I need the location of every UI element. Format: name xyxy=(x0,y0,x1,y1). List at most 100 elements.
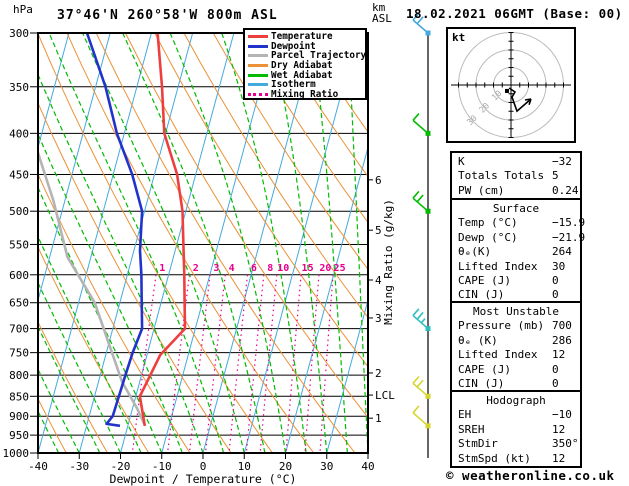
index-label: CIN (J) xyxy=(458,377,505,391)
wet-adiabat-line xyxy=(38,325,101,453)
index-row: CAPE (J) 0 xyxy=(452,363,580,377)
index-row: Pressure (mb) 700 xyxy=(452,319,580,333)
legend-label: Mixing Ratio xyxy=(271,88,339,100)
index-value: −15.9 xyxy=(552,216,586,230)
wind-barb-staff xyxy=(412,119,429,134)
km-tick-label: 3 xyxy=(375,312,382,325)
index-label: SREH xyxy=(458,422,485,436)
wind-barb-staff xyxy=(412,197,429,212)
index-label: CIN (J) xyxy=(458,288,505,302)
altitude-unit-km: km xyxy=(372,1,386,14)
wind-barb-feather xyxy=(416,379,424,388)
index-value: 264 xyxy=(552,245,572,259)
temperature-axis-title: Dewpoint / Temperature (°C) xyxy=(110,472,297,486)
mixing-ratio-value-label: 25 xyxy=(334,263,346,274)
index-row: CIN (J) 0 xyxy=(452,377,580,391)
mixing-ratio-axis-title: Mixing Ratio (g/kg) xyxy=(382,199,395,325)
temperature-tick-label: 40 xyxy=(361,460,374,473)
mixing-ratio-line xyxy=(167,274,190,453)
wind-barb xyxy=(412,375,431,399)
pressure-tick-label: 550 xyxy=(9,238,29,251)
index-row: θₑ (K) 286 xyxy=(452,334,580,348)
altitude-unit-asl: ASL xyxy=(372,12,392,25)
pressure-tick-label: 450 xyxy=(9,168,29,181)
index-value: 700 xyxy=(552,319,572,333)
index-row: Dewp (°C) −21.9 xyxy=(452,230,585,245)
mixing-ratio-line xyxy=(228,274,249,453)
wind-barb-staff xyxy=(412,412,429,427)
mixing-ratio-line xyxy=(188,274,211,453)
dewpoint-curve xyxy=(85,33,144,428)
dry-adiabat-line xyxy=(38,320,108,453)
wet-adiabat-line xyxy=(169,33,287,453)
legend-label: Dry Adiabat xyxy=(271,60,333,72)
index-value: −32 xyxy=(552,155,572,168)
wind-barb xyxy=(412,113,431,136)
wind-barb-feather xyxy=(416,311,424,320)
legend-item: Dry Adiabat xyxy=(248,61,365,71)
temperature-curve xyxy=(138,33,187,427)
index-row: Totals Totals 5 xyxy=(452,169,580,183)
mixing-ratio-line xyxy=(319,274,334,453)
pressure-tick-label: 350 xyxy=(9,81,29,94)
wind-barb-feather xyxy=(416,194,424,203)
copyright-text: © weatheronline.co.uk xyxy=(446,468,615,483)
legend-swatch xyxy=(248,92,268,96)
index-label: Pressure (mb) xyxy=(458,319,545,333)
wet-adiabat-line xyxy=(38,281,122,453)
mixing-ratio-value-label: 3 xyxy=(213,263,219,274)
index-label: EH xyxy=(458,408,472,422)
isotherm-line xyxy=(38,33,111,303)
mixing-ratio-value-label: 1 xyxy=(159,263,165,274)
index-label: Lifted Index xyxy=(458,348,538,362)
index-value: 286 xyxy=(552,333,572,347)
lcl-label: LCL xyxy=(375,389,395,402)
wind-barb-feather xyxy=(412,308,420,317)
mixing-ratio-value-label: 15 xyxy=(302,263,314,274)
km-tick-label: 6 xyxy=(375,174,382,187)
wind-barb-staff xyxy=(412,19,429,34)
legend-swatch xyxy=(248,64,268,68)
pressure-unit-label: hPa xyxy=(13,3,33,16)
index-label: K xyxy=(458,155,465,168)
isotherm-line xyxy=(202,33,317,453)
indices-section-title: Most Unstable xyxy=(472,305,560,318)
pressure-tick-label: 700 xyxy=(9,323,29,336)
index-row: StmDir 350° xyxy=(452,437,580,451)
index-label: θₑ (K) xyxy=(458,333,498,347)
dry-adiabat-line xyxy=(125,33,368,419)
wind-barb xyxy=(412,405,431,429)
wind-barb-feather xyxy=(412,190,420,199)
mixing-ratio-line xyxy=(304,274,320,453)
temperature-tick-label: 30 xyxy=(320,460,333,473)
legend-box: Temperature Dewpoint Parcel Trajectory Dry … xyxy=(243,28,367,100)
temperature-tick-label: -30 xyxy=(69,460,89,473)
dry-adiabat-line xyxy=(183,33,368,319)
isotherm-line xyxy=(38,33,70,150)
altitude-axis-unit: km ASL xyxy=(372,2,392,24)
index-label: Dewp (°C) xyxy=(458,230,518,244)
index-label: CAPE (J) xyxy=(458,362,511,376)
pressure-tick-label: 1000 xyxy=(3,447,30,460)
indices-section-title: Hodograph xyxy=(486,394,546,407)
index-value: 12 xyxy=(552,348,566,362)
wind-barb-feather xyxy=(412,375,420,384)
isotherm-line xyxy=(285,145,368,453)
dry-adiabat-line xyxy=(38,173,191,453)
mixing-ratio-value-label: 8 xyxy=(267,263,273,274)
wind-barb-feather xyxy=(416,16,424,25)
wind-barb xyxy=(412,308,431,332)
wind-barb-feather xyxy=(412,405,420,414)
pressure-tick-label: 600 xyxy=(9,269,29,282)
temperature-tick-label: 20 xyxy=(279,460,292,473)
indices-section-hodograph: Hodograph EH −10 SREH 12 StmDir 350° StmSpd (kt… xyxy=(450,390,582,468)
index-value: 0 xyxy=(552,288,559,302)
index-row: Lifted Index 12 xyxy=(452,348,580,362)
mixing-ratio-value-label: 4 xyxy=(229,263,235,274)
wind-barb-staff xyxy=(412,382,429,397)
legend-item: Mixing Ratio xyxy=(248,90,365,100)
datetime-title: 18.02.2021 06GMT (Base: 00) xyxy=(406,6,623,21)
index-value: 0 xyxy=(552,362,559,376)
